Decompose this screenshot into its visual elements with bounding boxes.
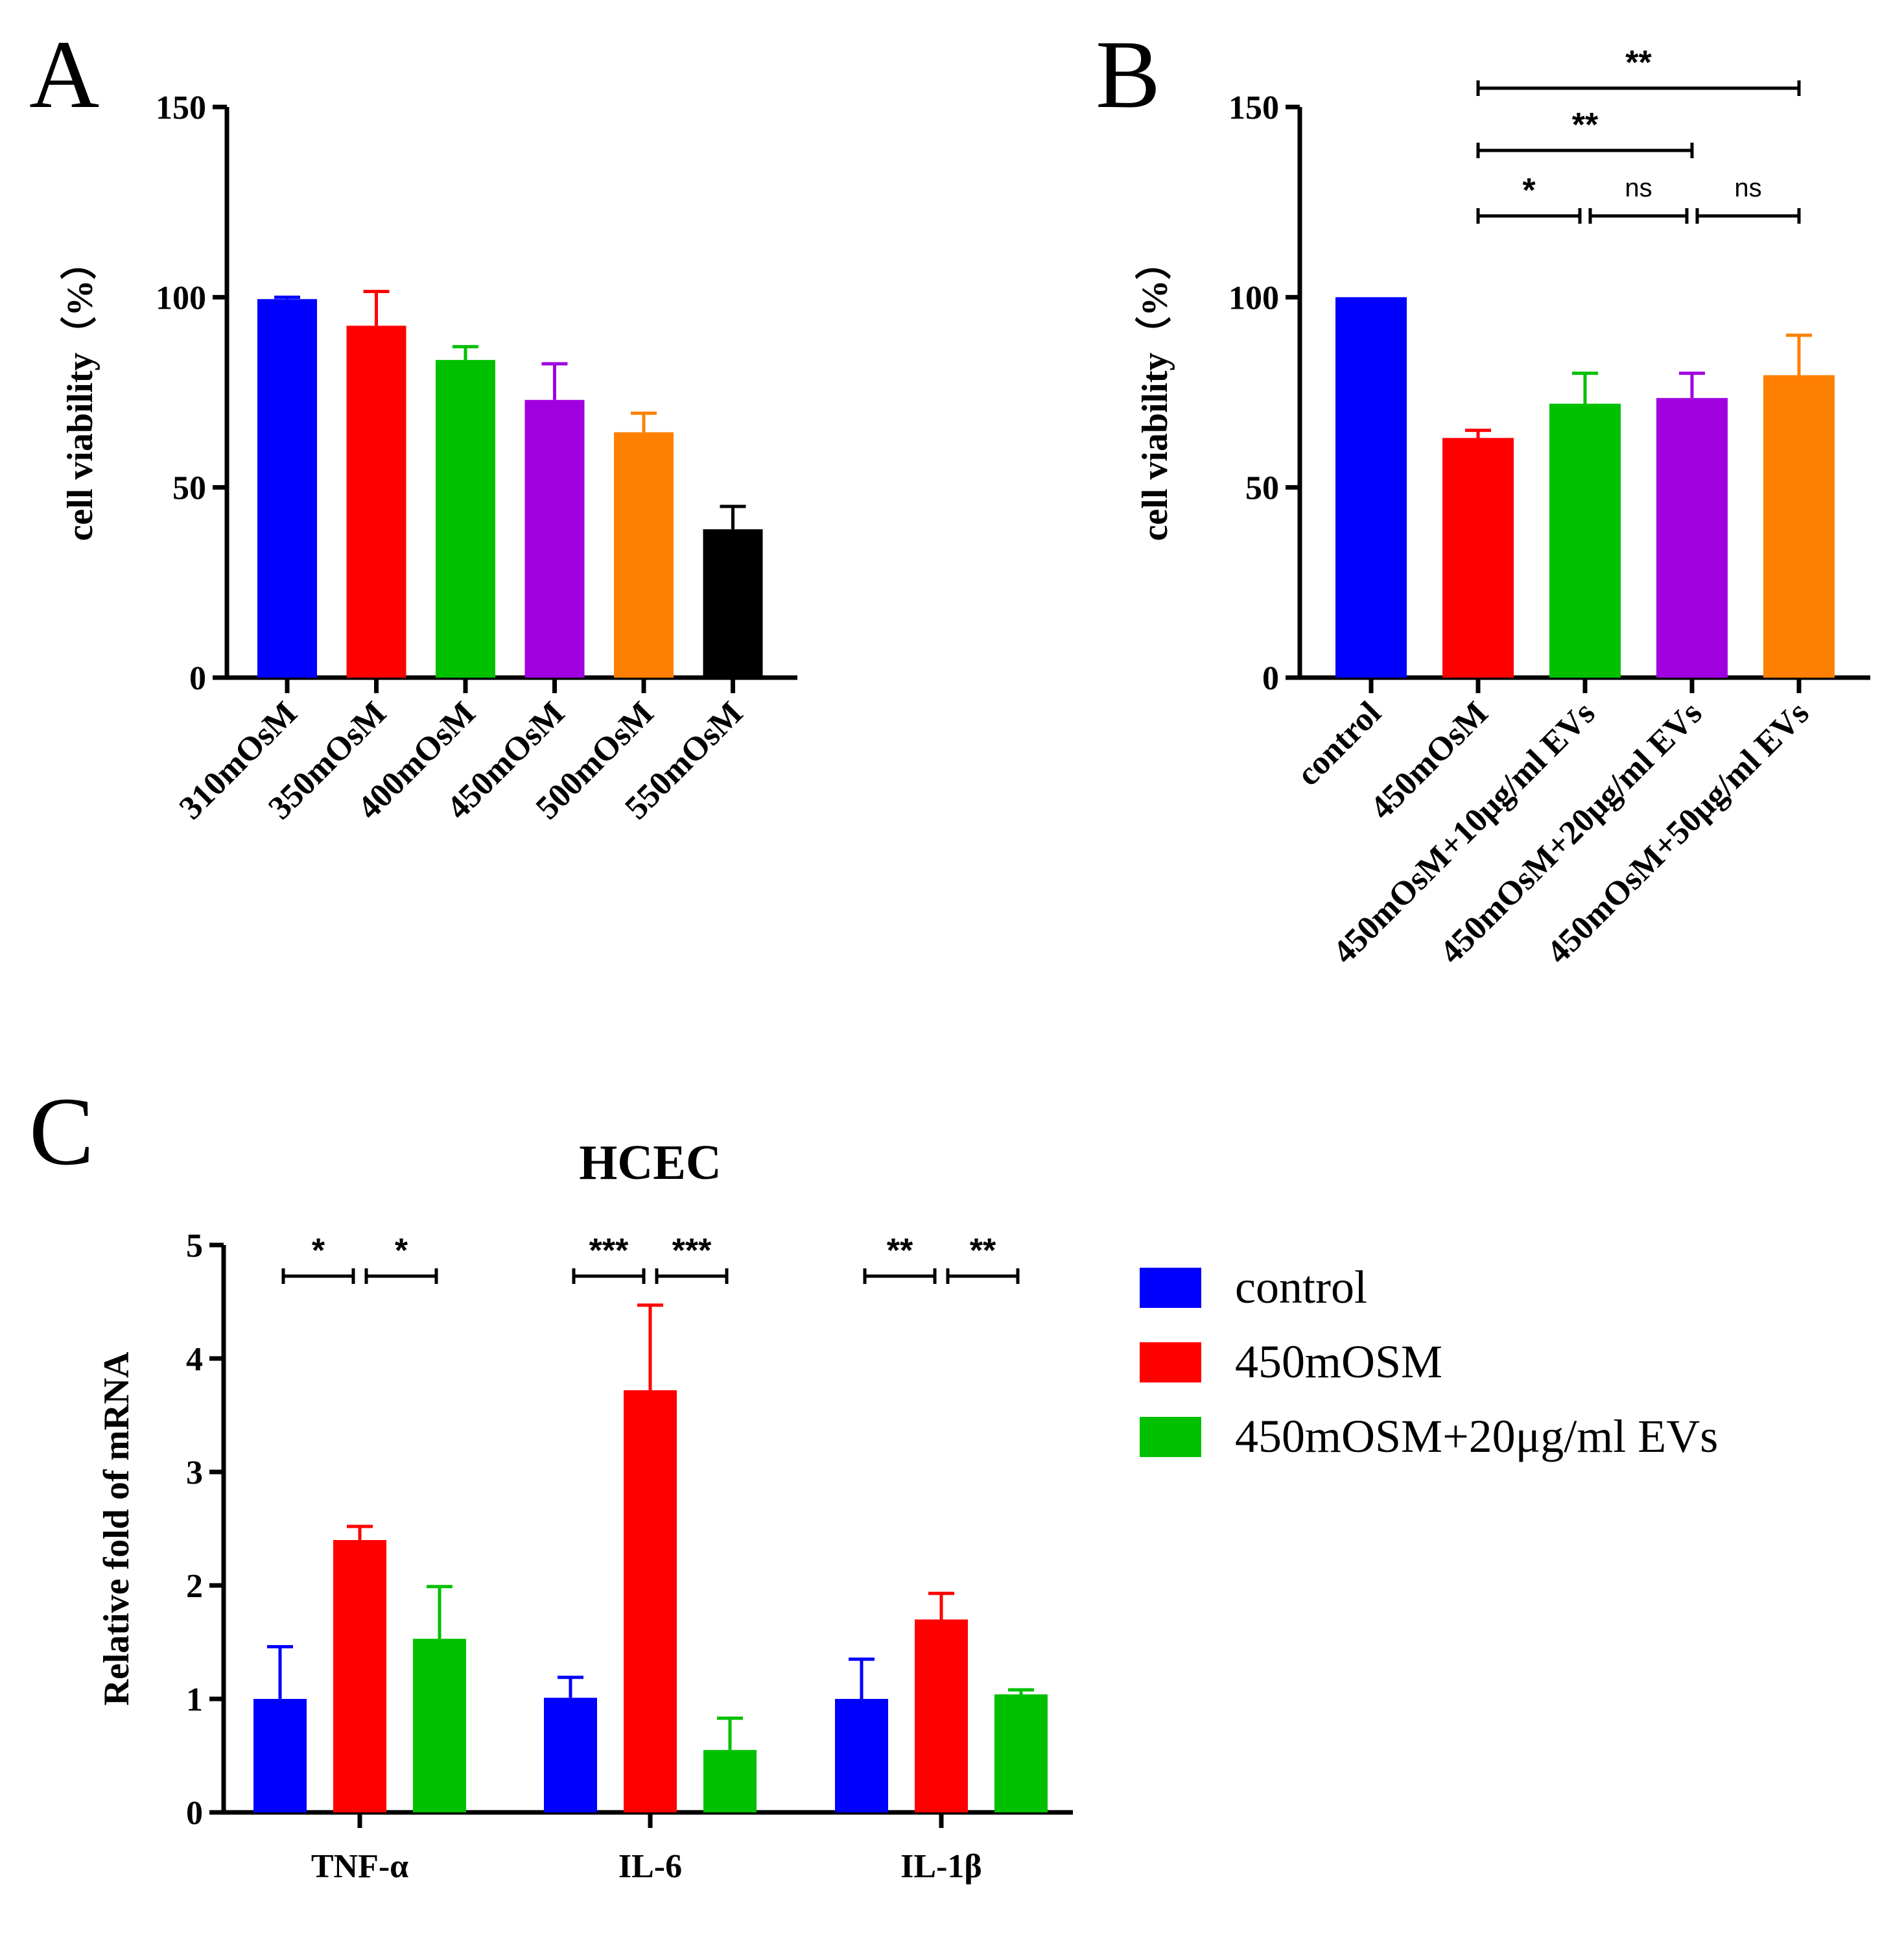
y-tick-label: 0: [189, 660, 206, 697]
legend-label: 450mOSM: [1235, 1336, 1442, 1388]
y-axis-title: cell viability（%）: [1134, 244, 1175, 541]
bar: [257, 299, 317, 678]
significance-label: **: [887, 1232, 913, 1270]
bar: [544, 1698, 597, 1812]
bar: [915, 1619, 968, 1812]
x-category-label: IL-1β: [900, 1848, 982, 1885]
bar: [413, 1639, 466, 1812]
bar: [703, 529, 763, 678]
legend-swatch: [1140, 1342, 1201, 1382]
panel-c-chart: HCEC 0 1 2 3 4 5 Relative fold of mRNA TNF-α IL-6…: [97, 1135, 1718, 1885]
y-tick-label: 3: [186, 1454, 203, 1491]
legend-label: 450mOSM+20μg/ml EVs: [1235, 1410, 1718, 1462]
bar: [1656, 397, 1728, 678]
chart-title: HCEC: [579, 1135, 722, 1190]
bar: [703, 1749, 757, 1812]
y-tick-label: 0: [1262, 660, 1279, 697]
significance-label: ns: [1734, 174, 1761, 202]
legend-swatch: [1140, 1268, 1201, 1308]
y-tick-label: 50: [172, 470, 206, 507]
x-category-label: TNF-α: [311, 1848, 408, 1885]
bar: [346, 326, 406, 678]
y-tick-label: 5: [186, 1227, 203, 1264]
panel-letter-b: B: [1096, 21, 1160, 128]
bar: [1442, 438, 1514, 678]
bar: [253, 1699, 307, 1812]
y-tick-label: 1: [186, 1681, 203, 1718]
y-tick-label: 100: [156, 279, 206, 316]
y-tick-label: 50: [1245, 470, 1279, 507]
significance-label: *: [1522, 172, 1536, 209]
y-axis-title: cell viability（%）: [60, 244, 100, 541]
y-tick-label: 4: [186, 1341, 203, 1378]
bar: [1335, 297, 1407, 678]
legend-swatch: [1140, 1417, 1201, 1457]
y-tick-label: 2: [186, 1568, 203, 1605]
bar: [835, 1699, 888, 1812]
significance-label: **: [1625, 44, 1652, 82]
y-tick-label: 100: [1228, 279, 1279, 316]
y-tick-label: 150: [1228, 89, 1279, 126]
significance-label: *: [395, 1232, 408, 1270]
y-tick-label: 150: [156, 89, 206, 126]
significance-label: ns: [1625, 174, 1652, 202]
significance-label: **: [1572, 106, 1599, 144]
bar: [1763, 375, 1835, 678]
y-tick-label: 0: [186, 1795, 203, 1832]
bar: [614, 432, 674, 678]
significance-label: ***: [672, 1232, 712, 1270]
bar: [994, 1694, 1048, 1812]
bar: [436, 360, 495, 678]
bar: [333, 1540, 386, 1812]
significance-label: ***: [589, 1232, 629, 1270]
bar: [624, 1390, 677, 1812]
panel-letter-c: C: [29, 1078, 94, 1185]
bar: [1549, 403, 1621, 678]
legend-label: control: [1235, 1261, 1367, 1313]
x-category-label: control: [1290, 694, 1389, 793]
y-axis-title: Relative fold of mRNA: [97, 1351, 137, 1705]
x-category-label: IL-6: [618, 1848, 682, 1885]
significance-label: *: [312, 1232, 325, 1270]
panel-letter-a: A: [29, 21, 99, 128]
bar: [524, 399, 585, 678]
significance-label: **: [970, 1232, 996, 1270]
